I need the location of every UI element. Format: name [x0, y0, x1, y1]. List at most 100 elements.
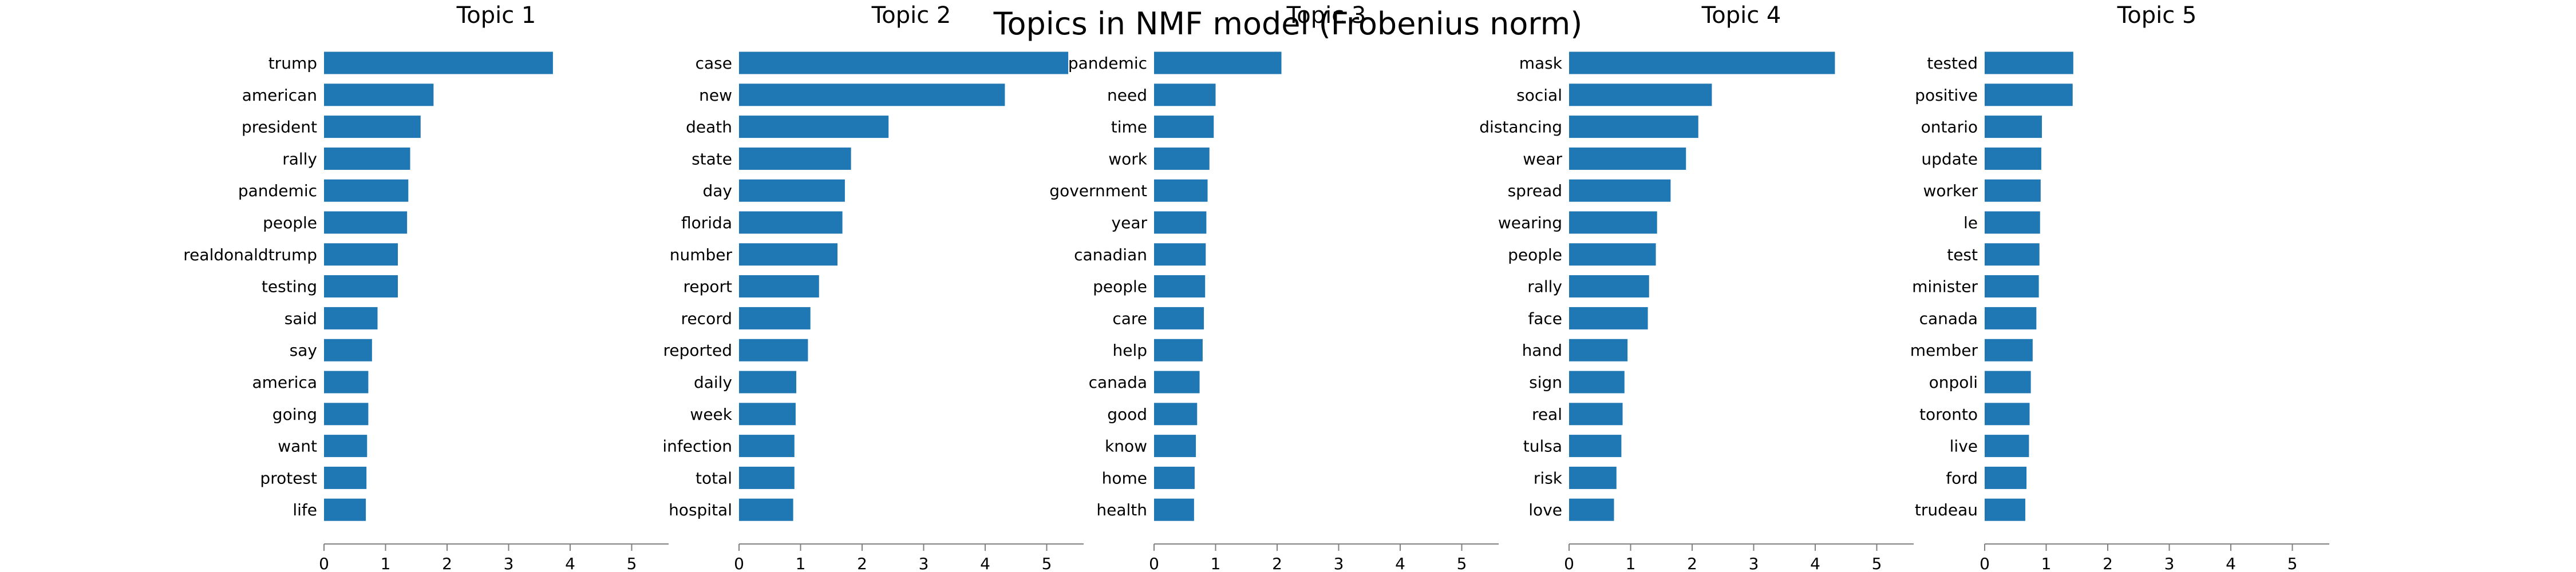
category-label: said	[285, 309, 317, 328]
bar	[739, 403, 796, 426]
bar	[324, 116, 421, 138]
x-tick-label: 2	[1687, 554, 1697, 572]
category-label: reported	[663, 341, 732, 360]
category-label: report	[683, 277, 732, 296]
x-tick-label: 2	[2103, 554, 2113, 572]
bar	[1569, 371, 1625, 394]
x-tick-label: 1	[1626, 554, 1636, 572]
bar	[324, 179, 409, 202]
category-label: protest	[260, 468, 317, 487]
topic-panel-5: Topic 5 tested positive ontario update worker…	[1910, 2, 2329, 572]
category-label: wear	[1523, 149, 1562, 168]
category-label: trudeau	[1915, 500, 1978, 519]
chart-suptitle: Topics in NMF model (Frobenius norm)	[993, 6, 1583, 42]
bar	[1154, 116, 1214, 138]
x-tick-label: 3	[2164, 554, 2175, 572]
category-label: spread	[1508, 181, 1562, 200]
category-label: social	[1516, 86, 1562, 105]
bar	[1985, 339, 2033, 362]
x-tick-label: 1	[381, 554, 391, 572]
bar	[324, 275, 398, 298]
category-label: infection	[662, 437, 732, 456]
category-label: realdonaldtrump	[183, 245, 317, 264]
bar	[739, 435, 795, 458]
category-label: government	[1049, 181, 1147, 200]
bar	[324, 243, 398, 266]
category-label: total	[696, 468, 732, 487]
bar	[1569, 211, 1657, 234]
bar	[739, 371, 796, 394]
bar	[1985, 116, 2042, 138]
category-label: say	[290, 341, 317, 360]
category-label: wearing	[1498, 213, 1562, 232]
category-label: america	[252, 373, 317, 392]
bar	[1154, 275, 1206, 298]
topic-panel-3: Topic 3 pandemic need time work government yea…	[1049, 2, 1499, 572]
category-label: work	[1108, 149, 1148, 168]
bar	[1569, 339, 1628, 362]
topic-panel-1: Topic 1 trump american president rally pandem…	[183, 2, 669, 572]
x-tick-label: 4	[980, 554, 990, 572]
bar	[1985, 498, 2025, 521]
category-label: people	[1508, 245, 1562, 264]
bar	[1154, 147, 1210, 170]
bar	[324, 339, 372, 362]
bar	[1154, 371, 1200, 394]
category-label: case	[696, 54, 732, 73]
category-label: worker	[1923, 181, 1978, 200]
category-label: canada	[1089, 373, 1147, 392]
category-label: life	[293, 500, 317, 519]
category-label: tested	[1927, 54, 1978, 73]
x-tick-label: 3	[1749, 554, 1759, 572]
bar	[1569, 179, 1671, 202]
bar	[324, 498, 366, 521]
x-tick-label: 5	[2287, 554, 2298, 572]
category-label: minister	[1912, 277, 1978, 296]
bar	[739, 307, 811, 329]
category-label: risk	[1534, 468, 1563, 487]
bar	[1154, 403, 1198, 426]
bar	[324, 84, 434, 106]
bar	[1154, 339, 1203, 362]
x-tick-label: 2	[1272, 554, 1282, 572]
bar	[1569, 147, 1686, 170]
category-label: rally	[1527, 277, 1562, 296]
category-label: florida	[681, 213, 732, 232]
category-label: rally	[282, 149, 317, 168]
panel-title: Topic 5	[2117, 2, 2197, 29]
category-label: test	[1947, 245, 1978, 264]
category-label: le	[1963, 213, 1978, 232]
bar	[1569, 466, 1617, 489]
bar	[1985, 307, 2037, 329]
bar	[1569, 435, 1622, 458]
category-label: update	[1921, 149, 1978, 168]
x-tick-label: 3	[504, 554, 514, 572]
bar	[1154, 498, 1194, 521]
category-label: real	[1532, 405, 1562, 424]
bar	[739, 498, 793, 521]
bar	[1985, 403, 2030, 426]
bar	[1985, 435, 2029, 458]
bar	[739, 116, 889, 138]
bar	[739, 179, 845, 202]
category-label: hand	[1522, 341, 1562, 360]
category-label: year	[1112, 213, 1148, 232]
category-label: people	[263, 213, 317, 232]
x-tick-label: 5	[1457, 554, 1467, 572]
category-label: canadian	[1074, 245, 1147, 264]
bar	[1985, 211, 2040, 234]
bar	[1985, 179, 2041, 202]
x-tick-label: 4	[1395, 554, 1405, 572]
x-tick-label: 5	[627, 554, 637, 572]
category-label: new	[699, 86, 732, 105]
bar	[739, 51, 1069, 74]
x-tick-label: 0	[1564, 554, 1574, 572]
category-label: hospital	[669, 500, 732, 519]
category-label: american	[242, 86, 317, 105]
category-label: trump	[268, 54, 317, 73]
bar	[1154, 211, 1207, 234]
category-label: daily	[694, 373, 732, 392]
bar	[1985, 147, 2041, 170]
bar	[1985, 243, 2040, 266]
x-tick-label: 5	[1872, 554, 1882, 572]
